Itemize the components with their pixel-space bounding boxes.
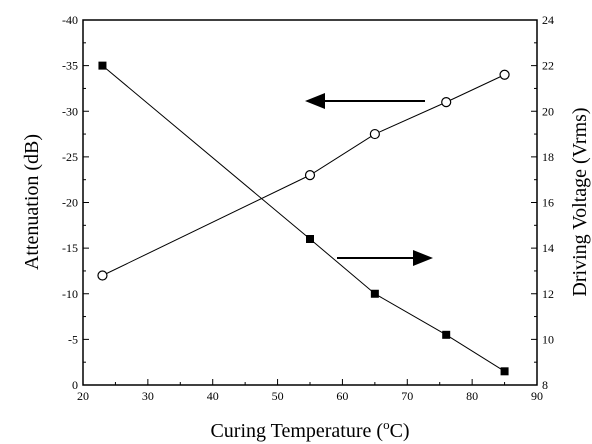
x-tick-label: 90 bbox=[531, 389, 543, 403]
y-left-tick-label: -20 bbox=[62, 196, 78, 210]
data-point-filled-square bbox=[306, 235, 314, 243]
x-tick-label: 20 bbox=[77, 389, 89, 403]
data-point-filled-square bbox=[500, 367, 509, 376]
y-left-tick-label: -25 bbox=[62, 150, 78, 164]
y-left-tick-label: 0 bbox=[72, 378, 78, 392]
y-right-tick-label: 14 bbox=[542, 241, 554, 255]
y-right-tick-label: 8 bbox=[542, 378, 548, 392]
y-left-tick-label: -30 bbox=[62, 104, 78, 118]
x-tick-label: 40 bbox=[207, 389, 219, 403]
series-line-right bbox=[102, 65, 505, 372]
y-right-tick-label: 22 bbox=[542, 59, 554, 73]
y-left-tick-label: -40 bbox=[62, 13, 78, 27]
x-tick-label: 50 bbox=[272, 389, 284, 403]
y-right-tick-label: 18 bbox=[542, 150, 554, 164]
x-tick-label: 30 bbox=[142, 389, 154, 403]
data-point-open-circle bbox=[369, 128, 380, 140]
y-left-tick-label: -15 bbox=[62, 241, 78, 255]
x-tick-label: 60 bbox=[336, 389, 348, 403]
y-left-tick-label: -5 bbox=[68, 332, 78, 346]
axis-ticks: 20 30 40 50 60 70 80 90 0 -5 -10 -15 -20 -25 -30 -35 -40… bbox=[62, 13, 554, 403]
y-left-tick-label: -10 bbox=[62, 287, 78, 301]
y-axis-right-title: Driving Voltage (Vrms) bbox=[569, 107, 591, 296]
left-arrow-head bbox=[305, 93, 325, 109]
x-tick-label: 80 bbox=[466, 389, 478, 403]
y-right-tick-label: 10 bbox=[542, 332, 554, 346]
plot-frame bbox=[82, 19, 538, 386]
y-axis-left-title: Attenuation (dB) bbox=[21, 134, 43, 270]
data-point-filled-square bbox=[370, 289, 379, 298]
x-axis-title-superscript: o bbox=[383, 417, 390, 432]
right-arrow-head bbox=[413, 250, 433, 266]
y-right-tick-label: 12 bbox=[542, 287, 554, 301]
y-right-tick-label: 24 bbox=[542, 13, 554, 27]
y-right-tick-label: 20 bbox=[542, 104, 554, 118]
data-point-open-circle bbox=[499, 69, 510, 80]
data-point-open-circle bbox=[97, 270, 108, 281]
x-axis-title: Curing Temperature (oC) bbox=[210, 417, 409, 442]
data-point-filled-square bbox=[98, 61, 107, 70]
annotation-arrows bbox=[305, 93, 433, 266]
data-point-open-circle bbox=[304, 170, 316, 181]
series-group bbox=[97, 61, 510, 376]
data-point-filled-square bbox=[442, 330, 451, 339]
x-tick-label: 70 bbox=[401, 389, 413, 403]
y-right-tick-label: 16 bbox=[542, 196, 554, 210]
y-left-tick-label: -35 bbox=[62, 59, 78, 73]
data-point-open-circle bbox=[441, 97, 452, 108]
